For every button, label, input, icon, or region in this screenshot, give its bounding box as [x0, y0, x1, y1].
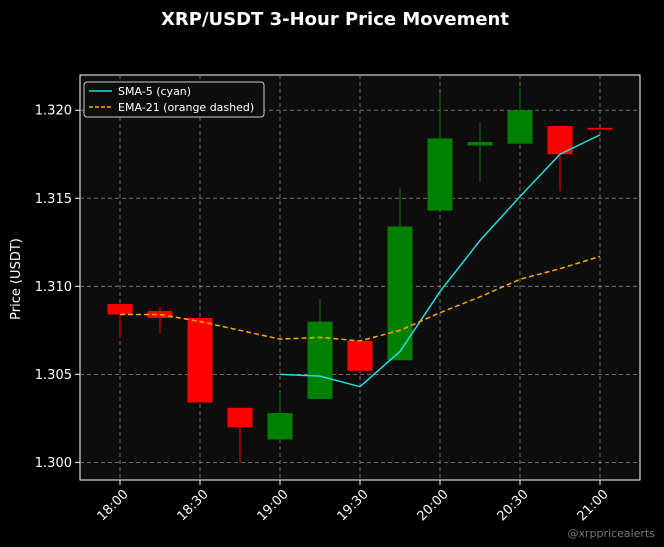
chart-title: XRP/USDT 3-Hour Price Movement: [161, 9, 509, 30]
candle-body: [427, 138, 453, 211]
y-tick-label: 1.300: [35, 456, 72, 471]
x-tick-label: 18:00: [95, 487, 132, 524]
candle-body: [507, 110, 533, 144]
y-tick-label: 1.320: [35, 104, 72, 119]
candle-body: [307, 321, 333, 399]
y-tick-label: 1.315: [35, 192, 72, 207]
x-tick-label: 19:30: [335, 487, 372, 524]
candle-body: [187, 318, 213, 403]
legend-label-sma: SMA-5 (cyan): [118, 85, 191, 98]
candle: [307, 298, 333, 399]
candles: [107, 87, 613, 463]
y-tick-label: 1.305: [35, 368, 72, 383]
indicator-lines: [120, 134, 601, 388]
legend-box: [83, 81, 265, 118]
candle: [187, 318, 213, 403]
candle: [467, 122, 493, 183]
candle: [227, 407, 253, 463]
candle-body: [387, 226, 413, 361]
candle: [427, 92, 453, 211]
candle: [107, 303, 133, 338]
candle: [347, 340, 373, 371]
candle: [147, 307, 173, 334]
candle-body: [227, 407, 253, 428]
sma-line: [279, 134, 601, 388]
candle-body: [587, 127, 613, 130]
candle: [267, 391, 293, 440]
x-tick-label: 21:00: [575, 487, 612, 524]
legend-label-ema: EMA-21 (orange dashed): [118, 101, 254, 114]
candle: [507, 87, 533, 144]
candle-body: [347, 340, 373, 371]
x-tick-label: 18:30: [175, 487, 212, 524]
candle-body: [267, 413, 293, 440]
y-axis-label: Price (USDT): [9, 238, 24, 320]
x-tick-label: 19:00: [255, 487, 292, 524]
candle-body: [147, 310, 173, 318]
watermark: @xrppricealerts: [567, 527, 655, 540]
candle: [587, 127, 613, 130]
candle-body: [467, 141, 493, 146]
x-tick-label: 20:00: [415, 487, 452, 524]
legend: SMA-5 (cyan) EMA-21 (orange dashed): [83, 81, 265, 118]
x-tick-label: 20:30: [495, 487, 532, 524]
candle: [547, 126, 573, 192]
ema-line: [120, 255, 601, 342]
candle-body: [107, 303, 133, 315]
y-tick-label: 1.310: [35, 280, 72, 295]
